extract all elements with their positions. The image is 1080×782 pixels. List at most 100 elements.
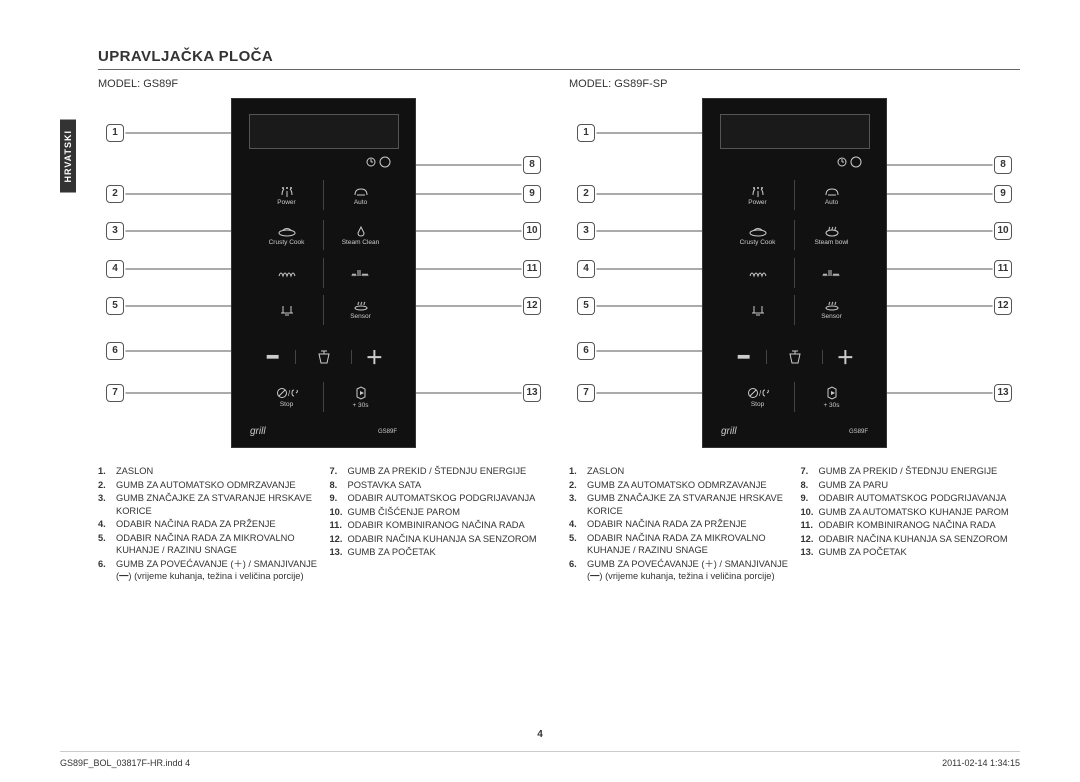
combi-button[interactable] [324,268,397,278]
legend-text: ODABIR KOMBINIRANOG NAČINA RADA [348,519,525,532]
callout-5: 5 [577,297,595,315]
callout-6: 6 [106,342,124,360]
model-label-left: MODEL: GS89F [98,78,549,90]
models-row: MODEL: GS89F [98,78,1020,584]
callout-2: 2 [577,185,595,203]
crusty-button[interactable]: Crusty Cook [250,225,323,246]
legend-number: 12. [801,533,819,546]
microwave-button[interactable] [250,304,323,316]
callout-5: 5 [106,297,124,315]
plus-button[interactable]: ＋ [823,344,868,370]
legend-number: 8. [801,479,819,492]
page-content: UPRAVLJAČKA PLOČA MODEL: GS89F [60,48,1020,584]
panel-row-7: /Stop + 30s [721,376,868,418]
callout-9: 9 [994,185,1012,203]
legend-item: 12.ODABIR NAČINA KUHANJA SA SENZOROM [801,533,1021,546]
start-button[interactable]: + 30s [324,386,397,409]
legend-text: GUMB ZA PARU [819,479,889,492]
legend-item: 12.ODABIR NAČINA KUHANJA SA SENZOROM [330,533,550,546]
legend-number: 6. [98,558,116,583]
legend-item: 3.GUMB ZNAČAJKE ZA STVARANJE HRSKAVE KOR… [569,492,789,517]
panel-area-left: 1 2 3 4 5 6 7 8 9 10 11 12 13 [98,98,549,453]
plus-button[interactable]: ＋ [352,344,397,370]
legend-item: 11.ODABIR KOMBINIRANOG NAČINA RADA [330,519,550,532]
auto-button[interactable]: Auto [324,185,397,206]
legend-text: ODABIR NAČINA RADA ZA MIKROVALNO KUHANJE… [116,532,318,557]
callout-11: 11 [994,260,1012,278]
start-label: + 30s [352,402,368,409]
callout-12: 12 [523,297,541,315]
callout-2: 2 [106,185,124,203]
legend-text: GUMB ZA AUTOMATSKO ODMRZAVANJE [587,479,767,492]
language-tab: HRVATSKI [60,120,76,193]
model-left: MODEL: GS89F [98,78,549,584]
legend-text: ODABIR AUTOMATSKOG PODGRIJAVANJA [819,492,1007,505]
legend-item: 4.ODABIR NAČINA RADA ZA PRŽENJE [98,518,318,531]
grill-badge: grill [250,426,266,437]
stop-button[interactable]: /Stop [721,387,794,408]
page-title: UPRAVLJAČKA PLOČA [98,48,1020,70]
stop-label: Stop [751,401,764,408]
legend-item: 13.GUMB ZA POČETAK [330,546,550,559]
crusty-label: Crusty Cook [269,239,305,246]
start-button[interactable]: + 30s [795,386,868,409]
legend-item: 4.ODABIR NAČINA RADA ZA PRŽENJE [569,518,789,531]
legend-number: 8. [330,479,348,492]
legend-right: 1.ZASLON2.GUMB ZA AUTOMATSKO ODMRZAVANJE… [569,465,1020,584]
panel-row-6: ━ ＋ [721,336,868,378]
legend-number: 5. [569,532,587,557]
callout-8: 8 [523,156,541,174]
auto-button[interactable]: Auto [795,185,868,206]
start-label: + 30s [823,402,839,409]
legend-text: GUMB ZNAČAJKE ZA STVARANJE HRSKAVE KORIC… [587,492,789,517]
panel-row-2: Power Auto [721,174,868,216]
legend-item: 5.ODABIR NAČINA RADA ZA MIKROVALNO KUHAN… [98,532,318,557]
legend-item: 1.ZASLON [569,465,789,478]
page-number: 4 [0,729,1080,740]
legend-number: 2. [98,479,116,492]
svg-text:/: / [288,389,291,398]
sensor-button[interactable]: Sensor [324,301,397,320]
callout-4: 4 [106,260,124,278]
grill-mode-button[interactable] [721,268,794,278]
legend-text: GUMB ZA POVEĆAVANJE (＋) / SMANJIVANJE (━… [116,558,318,583]
combi-button[interactable] [795,268,868,278]
callout-10: 10 [994,222,1012,240]
sensor-label: Sensor [350,313,371,320]
legend-item: 6.GUMB ZA POVEĆAVANJE (＋) / SMANJIVANJE … [569,558,789,583]
legend-number: 5. [98,532,116,557]
auto-label: Auto [354,199,367,206]
weight-button[interactable] [767,349,821,365]
stop-label: Stop [280,401,293,408]
microwave-button[interactable] [721,304,794,316]
stop-button[interactable]: / Stop [250,387,323,408]
callout-3: 3 [577,222,595,240]
legend-number: 6. [569,558,587,583]
power-button[interactable]: Power [250,185,323,206]
legend-text: GUMB ČIŠĆENJE PAROM [348,506,460,519]
power-button[interactable]: Power [721,185,794,206]
steam-button[interactable]: Steam Clean [324,225,397,246]
control-panel-left: Power Auto Crusty Cook Steam Clean [231,98,416,448]
clock-set-icon [366,157,376,167]
legend-text: GUMB ZA PREKID / ŠTEDNJU ENERGIJE [819,465,998,478]
crusty-button[interactable]: Crusty Cook [721,225,794,246]
minus-button[interactable]: ━ [721,347,766,368]
legend-text: GUMB ZA POČETAK [819,546,907,559]
legend-text: ODABIR AUTOMATSKOG PODGRIJAVANJA [348,492,536,505]
panel-row-4 [721,252,868,294]
minus-button[interactable]: ━ [250,347,295,368]
steam-button[interactable]: Steam bowl [795,225,868,246]
callout-13: 13 [523,384,541,402]
control-panel-right: Power Auto Crusty Cook Steam bowl [702,98,887,448]
legend-number: 3. [569,492,587,517]
legend-number: 4. [98,518,116,531]
legend-text: ODABIR KOMBINIRANOG NAČINA RADA [819,519,996,532]
weight-button[interactable] [296,349,350,365]
sensor-button[interactable]: Sensor [795,301,868,320]
steam-label: Steam bowl [815,239,849,246]
legend-text: GUMB ZA POVEĆAVANJE (＋) / SMANJIVANJE (━… [587,558,789,583]
legend-item: 10.GUMB ČIŠĆENJE PAROM [330,506,550,519]
legend-item: 7.GUMB ZA PREKID / ŠTEDNJU ENERGIJE [801,465,1021,478]
grill-mode-button[interactable] [250,268,323,278]
